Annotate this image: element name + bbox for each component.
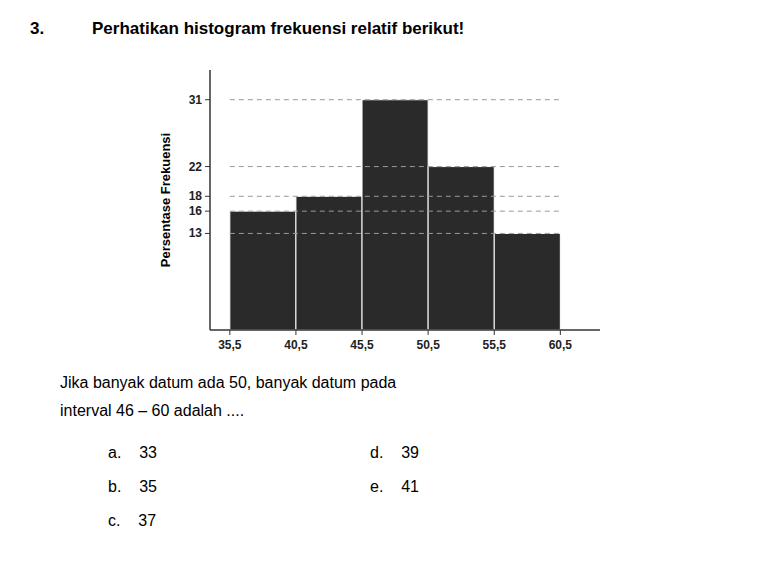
y-tick-label: 22 (189, 160, 203, 174)
y-tick (205, 99, 210, 100)
y-axis (209, 70, 211, 330)
x-tick (428, 330, 429, 335)
bar (230, 211, 296, 330)
y-tick (205, 211, 210, 212)
grid (230, 100, 561, 234)
x-tick (494, 330, 495, 335)
bar (428, 167, 494, 330)
grid-line (230, 211, 561, 212)
bars (230, 100, 561, 330)
question-number: 3. (30, 19, 44, 38)
grid-line (230, 233, 561, 234)
question-text: interval 46 – 60 adalah .... (60, 402, 244, 419)
grid-line (230, 196, 561, 197)
x-tick-label: 45,5 (350, 338, 374, 352)
x-tick (295, 330, 296, 335)
y-tick (205, 233, 210, 234)
y-axis-label: Persentase Frekuensi (158, 133, 173, 267)
x-tick (362, 330, 363, 335)
x-tick-label: 35,5 (218, 338, 242, 352)
answer-option: c. 37 (108, 512, 156, 529)
bar (494, 233, 560, 330)
answer-option: b. 35 (108, 478, 157, 495)
x-tick (229, 330, 230, 335)
answer-option: a. 33 (108, 444, 157, 461)
answer-option: d. 39 (370, 444, 419, 461)
y-tick-label: 16 (189, 204, 203, 218)
y-tick (205, 196, 210, 197)
y-tick (205, 166, 210, 167)
grid-line (230, 166, 561, 167)
y-tick-label: 13 (189, 226, 203, 240)
y-tick-label: 18 (189, 189, 203, 203)
x-tick (560, 330, 561, 335)
question-text: Jika banyak datum ada 50, banyak datum p… (60, 374, 396, 391)
title: Perhatikan histogram frekuensi relatif b… (92, 19, 464, 38)
answer-option: e. 41 (370, 478, 419, 495)
y-tick-label: 31 (189, 93, 203, 107)
bar (362, 100, 428, 330)
x-tick-label: 55,5 (483, 338, 507, 352)
grid-line (230, 99, 561, 100)
x-axis (210, 329, 600, 331)
x-tick-label: 60,5 (549, 338, 573, 352)
x-tick-label: 40,5 (284, 338, 308, 352)
x-tick-label: 50,5 (416, 338, 440, 352)
bar (296, 196, 362, 330)
